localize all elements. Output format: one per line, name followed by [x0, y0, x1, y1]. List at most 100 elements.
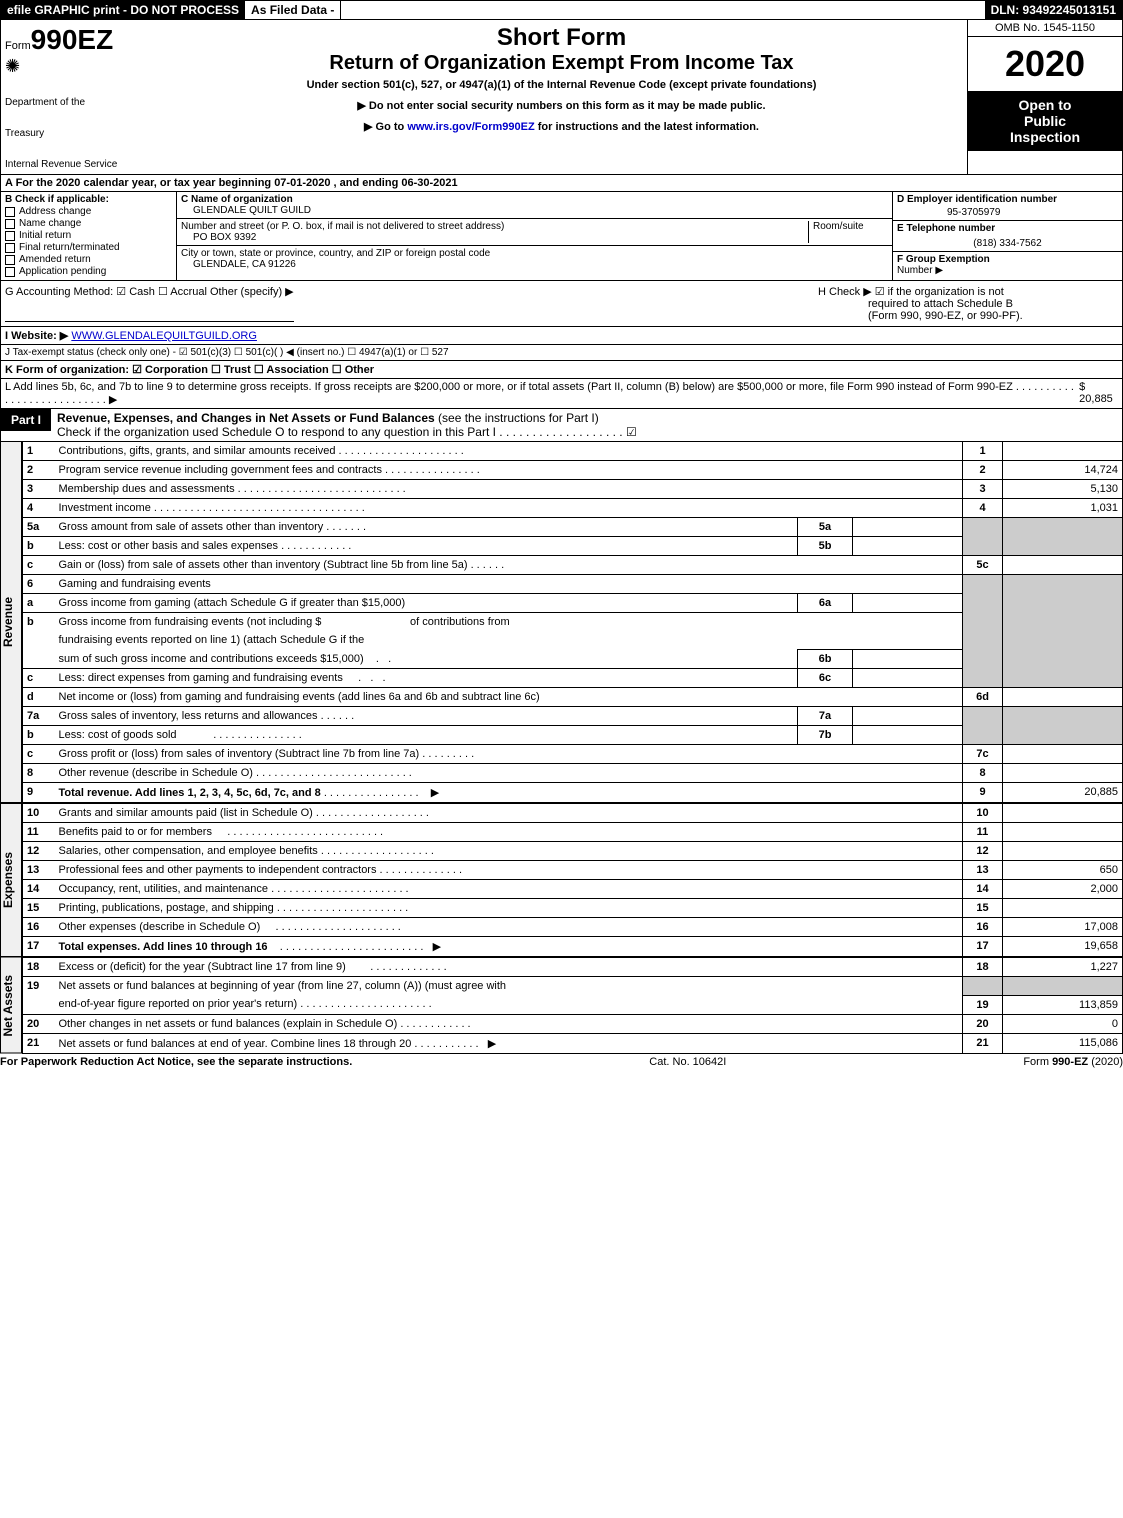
sub-box: 6a [798, 594, 853, 613]
line-desc: Program service revenue including govern… [59, 464, 382, 476]
top-bar: efile GRAPHIC print - DO NOT PROCESS As … [0, 0, 1123, 20]
website-link[interactable]: WWW.GLENDALEQUILTGUILD.ORG [71, 330, 257, 342]
line-desc: Gross profit or (loss) from sales of inv… [59, 748, 420, 760]
page-footer: For Paperwork Reduction Act Notice, see … [0, 1054, 1123, 1070]
line-box: 10 [963, 804, 1003, 823]
line-box: 19 [963, 995, 1003, 1014]
dept-label-3: Internal Revenue Service [5, 159, 152, 170]
sub-val [853, 707, 963, 726]
line-desc: Other changes in net assets or fund bala… [59, 1018, 398, 1030]
checkbox-address-change[interactable] [5, 207, 15, 217]
line-box: 11 [963, 823, 1003, 842]
omb-number: OMB No. 1545-1150 [968, 20, 1122, 37]
line-desc: Grants and similar amounts paid (list in… [59, 807, 313, 819]
line-box: 20 [963, 1014, 1003, 1033]
checkbox-amended-return[interactable] [5, 255, 15, 265]
city-value: GLENDALE, CA 91226 [181, 259, 888, 270]
line-desc: Other expenses (describe in Schedule O) [59, 921, 261, 933]
city-label: City or town, state or province, country… [181, 248, 888, 259]
part-1-label: Part I [1, 409, 51, 431]
line-desc: Benefits paid to or for members [59, 826, 212, 838]
dln-label: DLN: 93492245013151 [985, 1, 1122, 19]
sub-val [853, 518, 963, 537]
chk-label: Final return/terminated [19, 242, 120, 253]
accounting-method: G Accounting Method: ☑ Cash ☐ Accrual Ot… [5, 285, 294, 322]
line-desc: fundraising events reported on line 1) (… [55, 631, 963, 650]
goto-prefix: ▶ Go to [364, 121, 407, 133]
line-desc: sum of such gross income and contributio… [59, 653, 364, 665]
irs-logo-icon: ✺ [5, 56, 152, 77]
netassets-section: Net Assets 18Excess or (deficit) for the… [0, 957, 1123, 1054]
efile-label: efile GRAPHIC print - DO NOT PROCESS [1, 1, 245, 19]
org-name: GLENDALE QUILT GUILD [181, 205, 888, 216]
checkbox-final-return[interactable] [5, 243, 15, 253]
line-desc: Less: cost or other basis and sales expe… [59, 540, 279, 552]
sub-val [853, 669, 963, 688]
line-desc: Gross income from fundraising events (no… [59, 616, 322, 628]
checkbox-name-change[interactable] [5, 219, 15, 229]
line-desc: Salaries, other compensation, and employ… [59, 845, 318, 857]
short-form-title: Short Form [164, 24, 959, 52]
row-j: J Tax-exempt status (check only one) - ☑… [0, 344, 1123, 360]
sub-box: 5b [798, 537, 853, 556]
line-desc: Contributions, gifts, grants, and simila… [59, 445, 336, 457]
expenses-side-label: Expenses [0, 803, 22, 957]
line-val: 19,658 [1003, 937, 1123, 957]
line-box: 13 [963, 861, 1003, 880]
line-val: 14,724 [1003, 461, 1123, 480]
footer-right: Form 990-EZ (2020) [1023, 1056, 1123, 1068]
box-b-title: B Check if applicable: [5, 194, 172, 205]
addr-label: Number and street (or P. O. box, if mail… [181, 221, 808, 232]
line-desc: end-of-year figure reported on prior yea… [59, 998, 298, 1010]
line-box: 8 [963, 764, 1003, 783]
line-box: 6d [963, 688, 1003, 707]
group-exempt-label: F Group Exemption [897, 254, 990, 265]
goto-link[interactable]: www.irs.gov/Form990EZ [407, 121, 534, 133]
line-val [1003, 556, 1123, 575]
chk-label: Name change [19, 218, 81, 229]
line-desc: Excess or (deficit) for the year (Subtra… [59, 961, 346, 973]
line-a-text: A For the 2020 calendar year, or tax yea… [5, 177, 458, 189]
form-prefix: Form [5, 40, 31, 52]
ein-value: 95-3705979 [897, 207, 1118, 218]
box-de: D Employer identification number 95-3705… [892, 192, 1122, 280]
row-l-text: L Add lines 5b, 6c, and 7b to line 9 to … [5, 381, 1079, 406]
line-desc: Other revenue (describe in Schedule O) [59, 767, 253, 779]
line-desc: Net assets or fund balances at end of ye… [59, 1038, 412, 1050]
under-section: Under section 501(c), 527, or 4947(a)(1)… [164, 79, 959, 91]
checkbox-initial-return[interactable] [5, 231, 15, 241]
line-desc: Net assets or fund balances at beginning… [55, 977, 963, 996]
sub-box: 5a [798, 518, 853, 537]
chk-label: Initial return [19, 230, 71, 241]
line-box: 18 [963, 958, 1003, 977]
sub-box: 7b [798, 726, 853, 745]
row-k: K Form of organization: ☑ Corporation ☐ … [0, 360, 1123, 378]
row-l-value: $ 20,885 [1079, 381, 1118, 406]
line-box: 21 [963, 1033, 1003, 1053]
box-b: B Check if applicable: Address change Na… [1, 192, 176, 280]
header-right: OMB No. 1545-1150 2020 Open to Public In… [967, 20, 1122, 174]
group-exempt-label2: Number ▶ [897, 265, 943, 276]
checkbox-application-pending[interactable] [5, 267, 15, 277]
line-box: 12 [963, 842, 1003, 861]
footer-left: For Paperwork Reduction Act Notice, see … [0, 1056, 352, 1068]
line-val: 0 [1003, 1014, 1123, 1033]
line-val [1003, 745, 1123, 764]
line-desc: Less: cost of goods sold [59, 729, 177, 741]
row-h-line1: H Check ▶ ☑ if the organization is not [818, 285, 1118, 298]
line-val: 20,885 [1003, 783, 1123, 803]
open-public-badge: Open to Public Inspection [968, 91, 1122, 151]
line-a: A For the 2020 calendar year, or tax yea… [0, 174, 1123, 191]
return-title: Return of Organization Exempt From Incom… [164, 52, 959, 75]
line-val [1003, 442, 1123, 461]
chk-label: Amended return [19, 254, 91, 265]
row-g: G Accounting Method: ☑ Cash ☐ Accrual Ot… [0, 280, 1123, 326]
dept-label-1: Department of the [5, 97, 152, 108]
sub-box: 6c [798, 669, 853, 688]
room-suite-label: Room/suite [808, 221, 888, 243]
row-h-line3: (Form 990, 990-EZ, or 990-PF). [818, 310, 1118, 322]
line-box: 2 [963, 461, 1003, 480]
line-desc: Gross sales of inventory, less returns a… [59, 710, 318, 722]
part-1-subtitle: (see the instructions for Part I) [435, 411, 599, 425]
phone-label: E Telephone number [897, 223, 1118, 234]
